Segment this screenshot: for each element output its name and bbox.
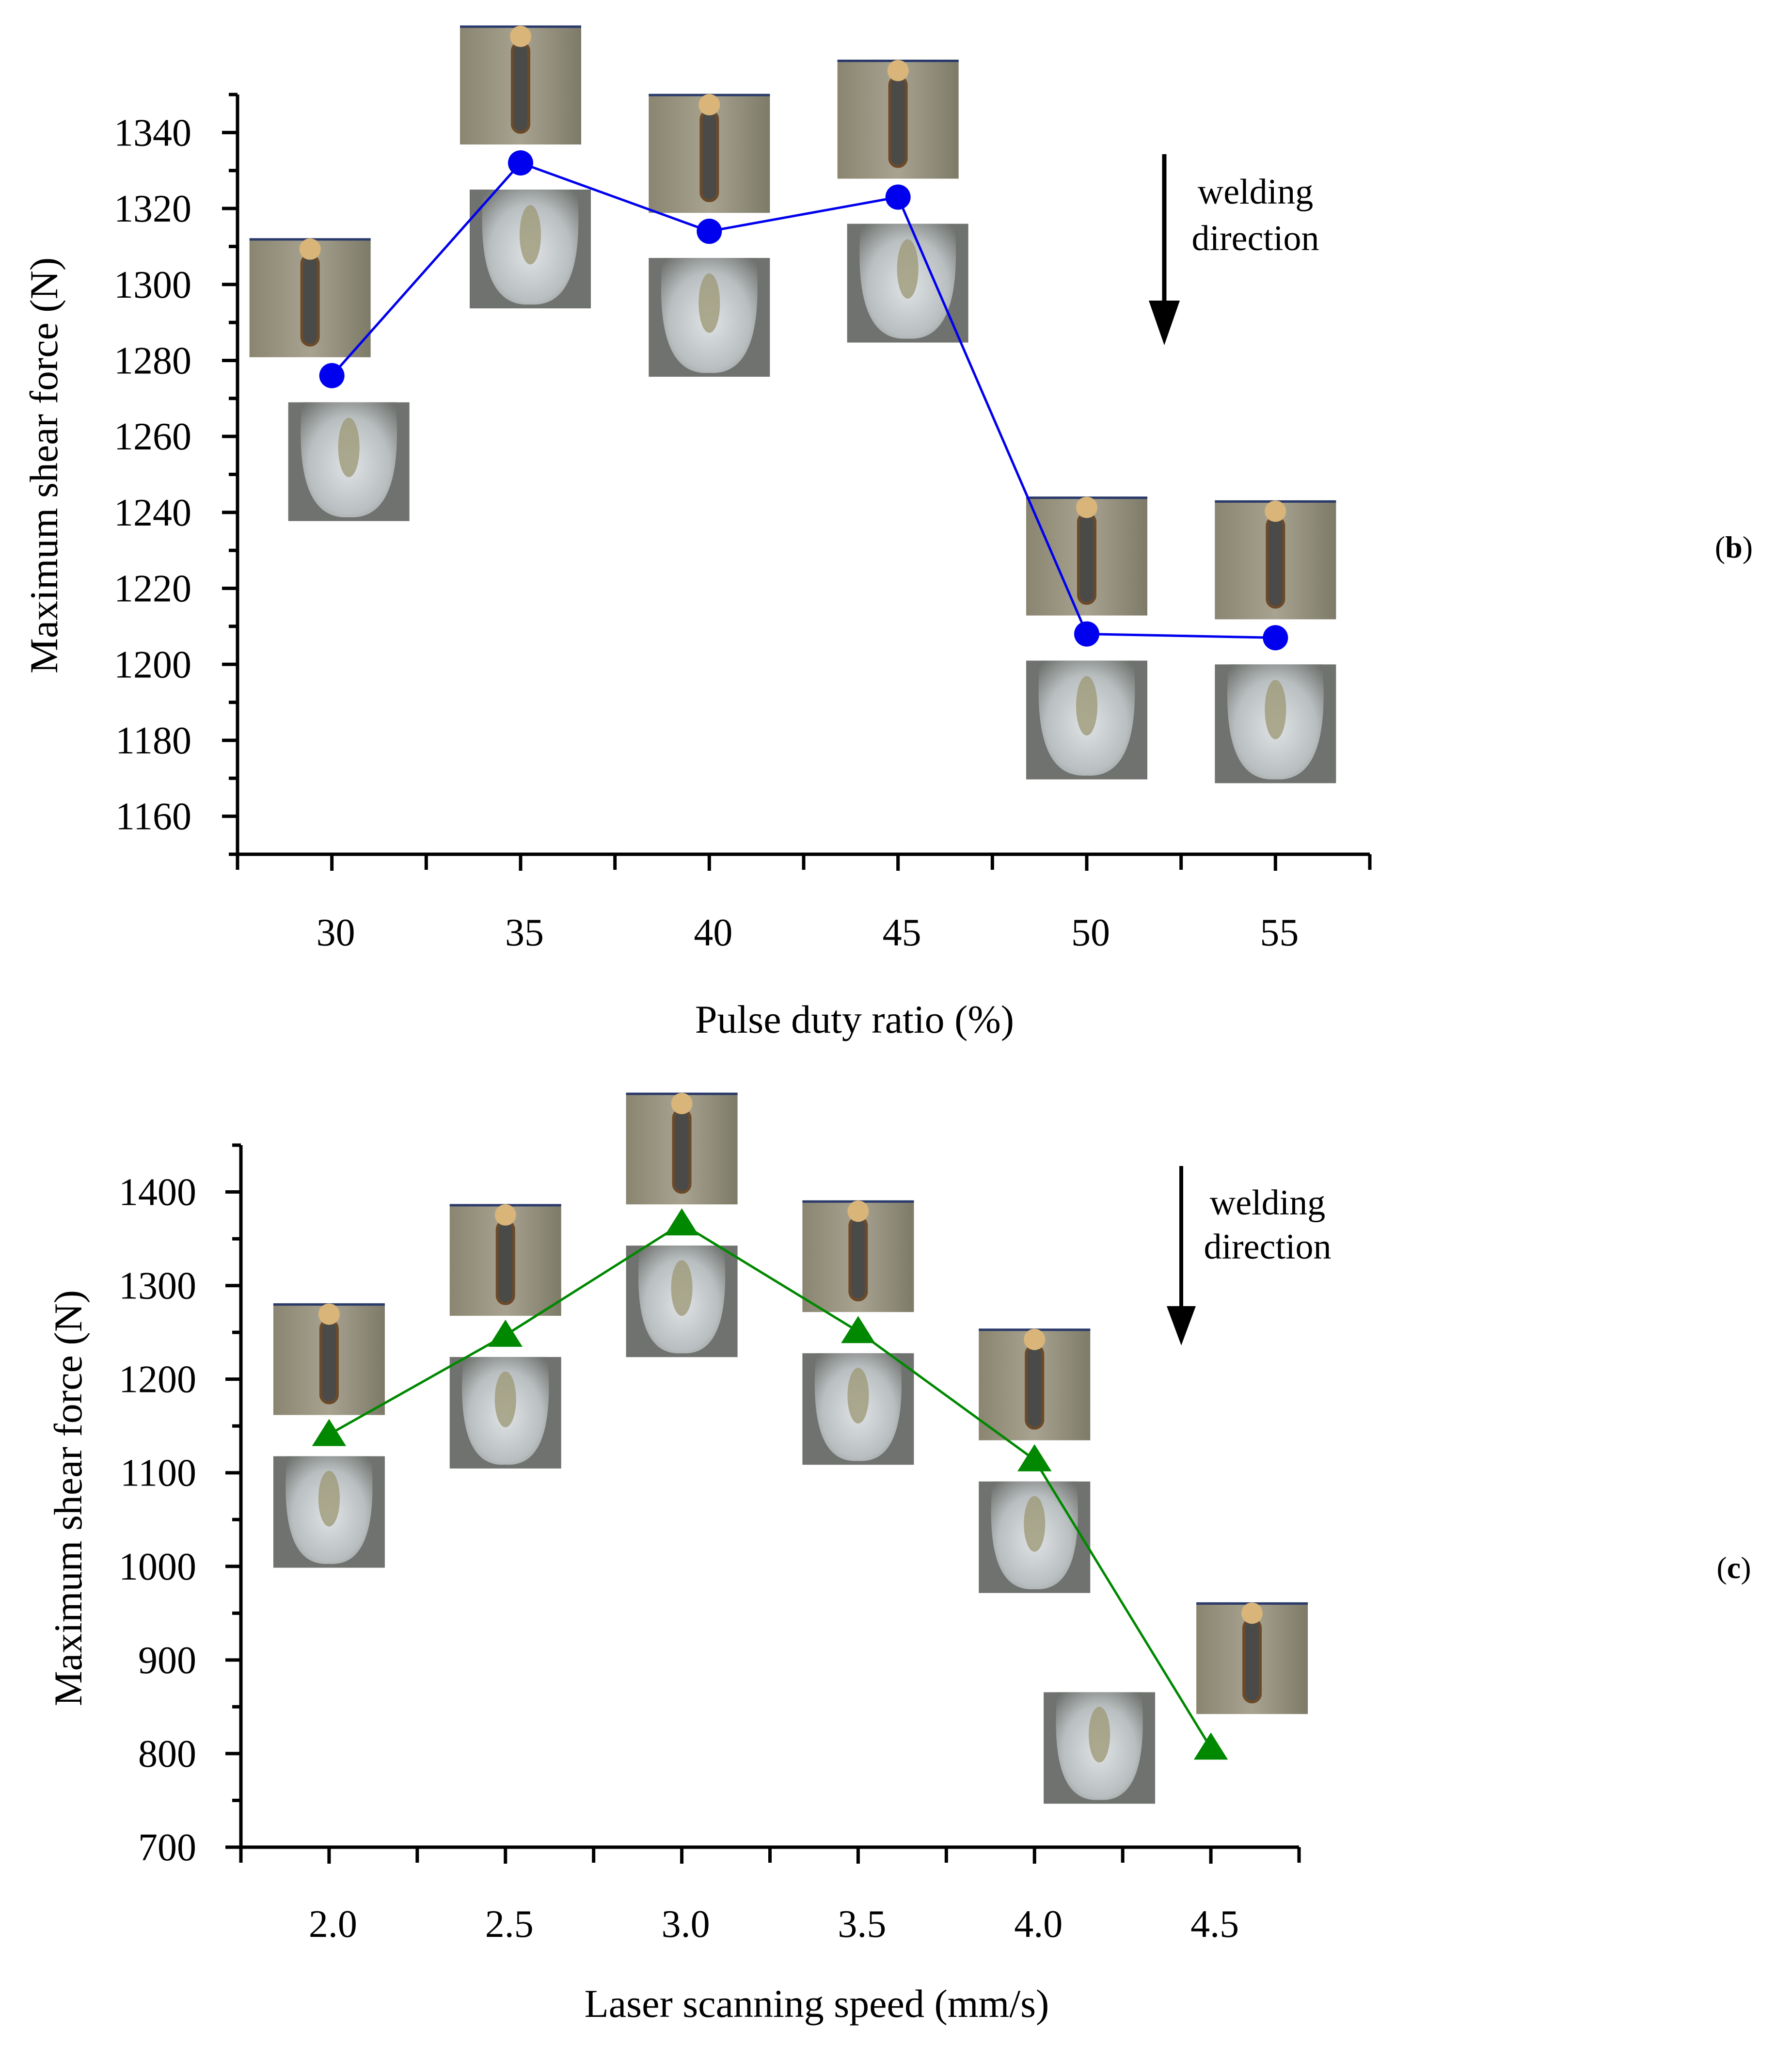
panel-c-x-tick-label: 3.0 <box>662 1903 710 1946</box>
panel-b-x-ticks: 30 35 40 45 50 55 <box>236 854 1372 954</box>
panel-b-data-point <box>508 150 533 176</box>
panel-b-top-surface-photo <box>1215 500 1336 620</box>
panel-c-y-tick-label: 1100 <box>120 1452 196 1495</box>
panel-b-data-point <box>319 363 345 388</box>
panel-c-annotation-line-1: welding <box>1210 1183 1325 1223</box>
panel-b-y-tick-label: 1260 <box>114 415 191 458</box>
panel-c-top-surface-photo <box>626 1092 738 1205</box>
panel-c-top-surface-photo <box>979 1328 1091 1440</box>
panel-c-cross-section-photo <box>449 1357 561 1469</box>
panel-c-x-tick-label: 4.5 <box>1190 1903 1239 1946</box>
panel-b-y-tick-label: 1220 <box>114 568 191 610</box>
panel-b-y-tick-label: 1320 <box>114 188 191 230</box>
panel-c-top-surface-photo <box>449 1204 561 1316</box>
panel-c-markers <box>312 1208 1228 1760</box>
panel-b-x-tick-label: 30 <box>317 911 355 954</box>
panel-b-annotation-line-1: welding <box>1198 172 1313 212</box>
panel-c-x-tick-label: 2.0 <box>309 1903 357 1946</box>
panel-c-y-tick-label: 700 <box>138 1826 196 1869</box>
panel-c-letter: c <box>1727 1550 1741 1585</box>
panel-b-cross-section-photo <box>649 258 770 377</box>
panel-b-y-tick-label: 1280 <box>114 339 191 382</box>
panel-b-top-surface-photo <box>1026 496 1147 616</box>
panel-b-top-surface-photo <box>837 60 959 179</box>
panel-b-cross-section-photo <box>847 224 968 343</box>
panel-b-cross-section-photo <box>1026 660 1147 780</box>
panel-b-data-point <box>1263 625 1288 651</box>
arrow-down-icon <box>1167 1306 1196 1345</box>
panel-c-x-tick-label: 4.0 <box>1014 1903 1063 1946</box>
panel-c-top-surface-photo <box>273 1303 385 1415</box>
panel-b-letter: b <box>1725 530 1743 564</box>
panel-c-label: (c) <box>1716 1550 1751 1585</box>
panel-c-insets <box>273 1092 1308 1804</box>
panel-c-cross-section-photo <box>273 1456 385 1568</box>
panel-b-markers <box>319 150 1288 651</box>
panel-b-data-point <box>885 184 911 210</box>
panel-c-x-tick-label: 2.5 <box>485 1903 534 1946</box>
panel-c-y-ticks: 700 800 900 1000 1100 1200 1300 1400 <box>119 1143 241 1869</box>
panel-b-cross-section-photo <box>1215 664 1336 783</box>
panel-c-cross-section-photo <box>979 1481 1091 1593</box>
panel-c-x-axis-title: Laser scanning speed (mm/s) <box>585 1981 1049 2026</box>
panel-b-y-tick-label: 1200 <box>114 643 191 686</box>
panel-c-cross-section-photo <box>626 1246 738 1358</box>
panel-c-y-tick-label: 800 <box>138 1733 196 1775</box>
panel-c-data-point <box>1193 1732 1228 1760</box>
panel-b-data-point <box>1074 621 1099 647</box>
panel-c-x-tick-label: 3.5 <box>838 1903 886 1946</box>
panel-c-y-axis-title: Maximum shear force (N) <box>46 1290 90 1706</box>
panel-b-y-tick-label: 1300 <box>114 264 191 306</box>
panel-b-cross-section-photo <box>470 190 591 309</box>
panel-c-cross-section-photo <box>802 1353 914 1465</box>
panel-c-data-point <box>1017 1444 1052 1471</box>
panel-c-x-ticks: 2.0 2.5 3.0 3.5 4.0 4.5 <box>239 1847 1301 1946</box>
panel-c-series-line <box>328 1222 1212 1749</box>
panel-b-series-line <box>331 161 1276 639</box>
panel-b-insets <box>249 25 1336 783</box>
panel-c-top-surface-photo <box>802 1200 914 1312</box>
panel-b-cross-section-photo <box>288 402 410 521</box>
panel-b-annotation-line-2: direction <box>1191 219 1319 258</box>
panel-b-top-surface-photo <box>460 25 581 145</box>
panel-c-cross-section-photo <box>1044 1692 1156 1804</box>
panel-c-data-point <box>841 1316 875 1343</box>
panel-b-chart: 1160 1180 1200 1220 1240 1260 1280 1300 1320 1340… <box>22 25 1753 1041</box>
panel-b-x-tick-label: 35 <box>505 911 544 954</box>
panel-b-x-tick-label: 45 <box>883 911 921 954</box>
panel-b-y-tick-label: 1160 <box>115 796 191 838</box>
panel-b-x-axis-title: Pulse duty ratio (%) <box>695 997 1014 1041</box>
arrow-down-icon <box>1149 301 1180 345</box>
panel-b-y-tick-label: 1340 <box>114 112 191 154</box>
panel-b-data-point <box>697 219 722 244</box>
panel-b-label: (b) <box>1715 530 1753 564</box>
panel-b-y-tick-label: 1240 <box>114 492 191 534</box>
panel-b-top-surface-photo <box>249 238 371 357</box>
panel-c-y-tick-label: 1400 <box>119 1171 196 1214</box>
panel-b-x-tick-label: 40 <box>694 911 732 954</box>
panel-b-y-axis-title: Maximum shear force (N) <box>22 257 66 673</box>
panel-b-x-tick-label: 55 <box>1260 911 1299 954</box>
panel-c-top-surface-photo <box>1196 1602 1308 1714</box>
panel-b-y-tick-label: 1180 <box>115 719 191 762</box>
panel-c-y-tick-label: 1300 <box>119 1265 196 1308</box>
panel-c-annotation-line-2: direction <box>1204 1227 1331 1267</box>
panel-c-y-tick-label: 1200 <box>119 1358 196 1401</box>
panel-c-y-tick-label: 1000 <box>119 1546 196 1588</box>
panel-b-x-tick-label: 50 <box>1071 911 1110 954</box>
panel-b-y-ticks: 1160 1180 1200 1220 1240 1260 1280 1300 1320 1340 <box>114 93 238 856</box>
panel-b-top-surface-photo <box>649 94 770 213</box>
panel-c-data-point <box>488 1319 523 1347</box>
panel-c-y-tick-label: 900 <box>138 1639 196 1682</box>
panel-c-data-point <box>665 1208 699 1236</box>
panel-c-chart: 700 800 900 1000 1100 1200 1300 1400 2.0 2.5 3.0 3… <box>46 1092 1751 2026</box>
panel-c-data-point <box>312 1419 347 1446</box>
